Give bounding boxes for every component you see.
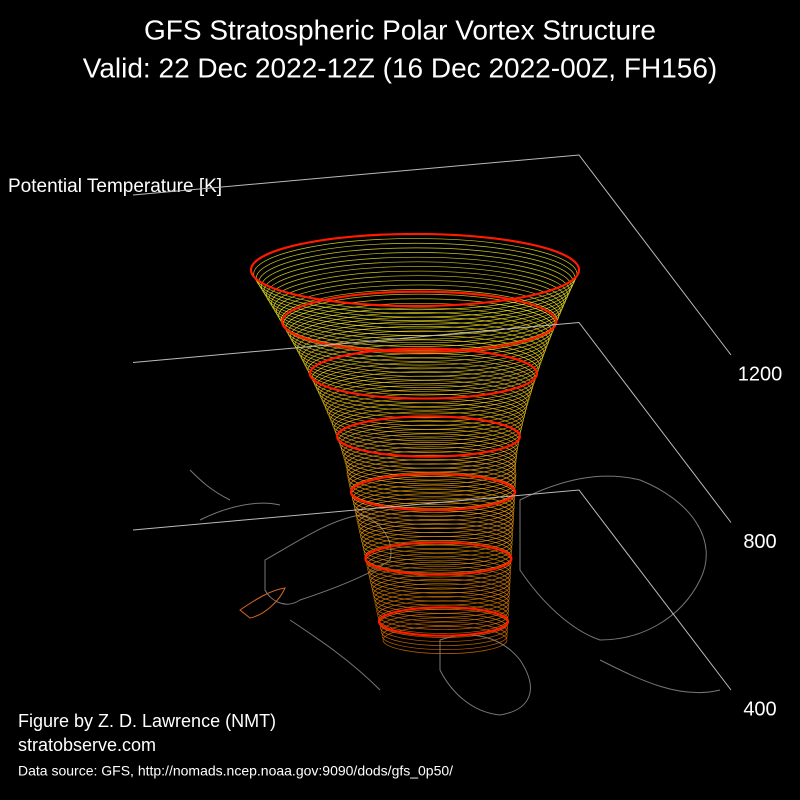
plane-grid-line — [132, 321, 732, 523]
contour — [372, 578, 510, 610]
edge-contour — [336, 415, 521, 458]
data-source: Data source: GFS, http://nomads.ncep.noa… — [18, 763, 453, 779]
contour — [381, 621, 508, 650]
contour — [362, 531, 513, 566]
contour — [356, 501, 514, 538]
contour — [374, 587, 510, 618]
contour — [360, 518, 513, 554]
edge-contour — [364, 541, 513, 576]
contour — [352, 484, 515, 521]
contour — [368, 557, 511, 590]
contour — [359, 514, 514, 550]
website: stratobserve.com — [18, 735, 156, 755]
edge-contour — [308, 347, 539, 400]
contour — [361, 527, 513, 562]
contour — [370, 570, 511, 602]
contour — [353, 489, 515, 525]
credit: Figure by Z. D. Lawrence (NMT) — [18, 711, 276, 731]
contour — [367, 553, 512, 586]
contour — [377, 600, 509, 630]
contour — [345, 446, 517, 485]
chart-title: GFS Stratospheric Polar Vortex Structure — [144, 14, 656, 45]
contour — [346, 454, 517, 493]
edge-contour — [349, 472, 517, 512]
contour — [357, 506, 514, 542]
contour — [380, 617, 508, 646]
edge-contour — [249, 232, 581, 308]
contour — [352, 480, 515, 517]
contour — [355, 497, 515, 533]
chart-subtitle: Valid: 22 Dec 2022-12Z (16 Dec 2022-00Z,… — [83, 52, 717, 83]
edge-contour — [377, 606, 510, 637]
contour — [382, 626, 508, 654]
coastlines — [189, 469, 721, 716]
z-tick-label: 400 — [743, 698, 776, 720]
vortex — [249, 232, 581, 654]
coastline-highlight — [239, 587, 286, 619]
z-axis-label: Potential Temperature [K] — [8, 176, 222, 197]
z-tick-label: 1200 — [738, 363, 783, 385]
contour — [344, 442, 517, 481]
contour — [373, 583, 510, 614]
z-tick-label: 800 — [743, 531, 776, 553]
contour — [376, 596, 509, 626]
contour — [343, 437, 517, 477]
contour — [348, 463, 516, 501]
plane-grid-line — [132, 154, 732, 356]
contour — [342, 433, 518, 473]
contour — [347, 459, 517, 497]
contour — [369, 561, 511, 594]
plane-grid-line — [132, 489, 732, 691]
contour — [361, 523, 513, 558]
contour — [346, 450, 516, 489]
contour — [375, 591, 510, 622]
contour — [370, 566, 511, 598]
contour — [366, 548, 512, 582]
edge-contour — [281, 290, 558, 354]
contour — [354, 493, 515, 529]
